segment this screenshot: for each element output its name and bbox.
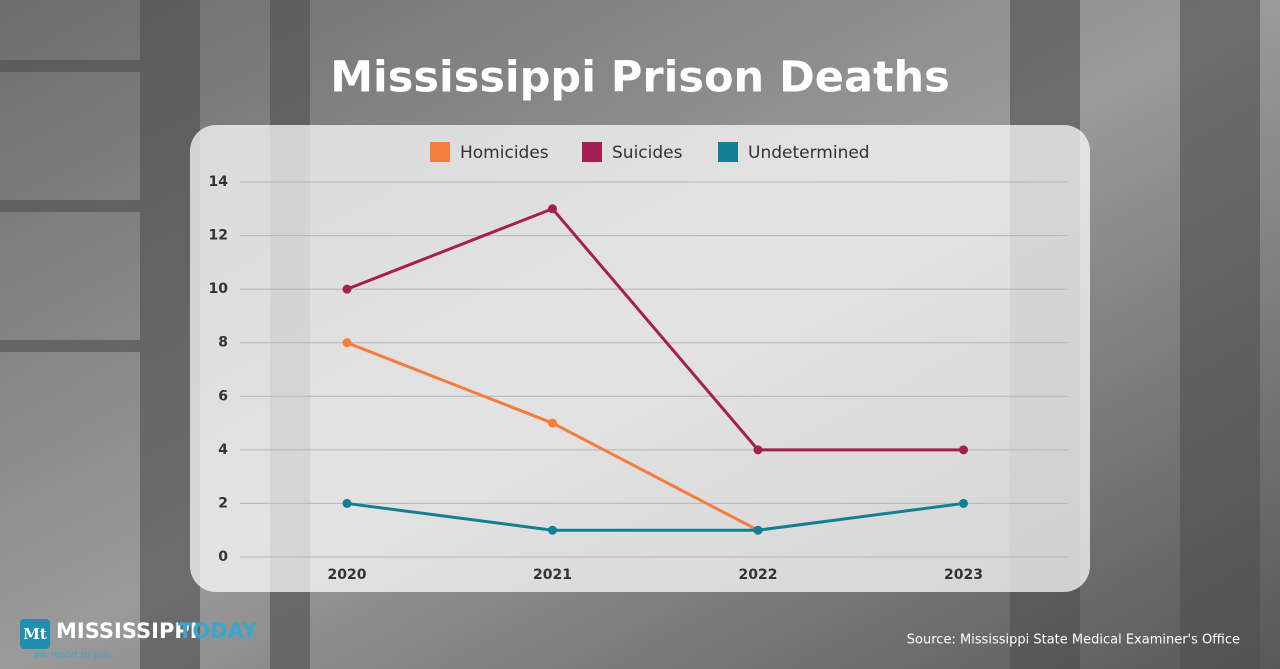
y-tick-label: 4 — [218, 442, 228, 458]
legend-swatch — [718, 142, 738, 162]
logo-name2: TODAY — [178, 619, 258, 643]
x-tick-label: 2022 — [739, 567, 778, 583]
x-tick-label: 2020 — [328, 567, 367, 583]
chart-panel — [190, 125, 1090, 592]
series-line — [346, 207, 964, 452]
data-point — [753, 525, 763, 535]
data-point — [548, 204, 557, 214]
y-tick-label: 8 — [218, 335, 228, 351]
y-tick-label: 10 — [209, 281, 229, 297]
source: Source: Mississippi State Medical Examin… — [907, 633, 1240, 648]
data-point — [753, 445, 763, 455]
data-point — [342, 284, 352, 294]
legend-swatch — [430, 142, 450, 162]
data-point — [548, 525, 557, 535]
legend-label: Suicides — [612, 143, 683, 163]
data-point — [342, 498, 352, 508]
y-tick-label: 14 — [209, 174, 229, 190]
data-point — [959, 498, 968, 508]
logo-icon — [20, 619, 50, 649]
data-point — [959, 445, 968, 455]
y-tick-label: 0 — [218, 549, 228, 565]
legend-label: Homicides — [460, 143, 549, 163]
logo-mark: Mt — [23, 625, 47, 643]
y-tick-label: 6 — [218, 388, 228, 404]
y-tick-label: 12 — [209, 228, 228, 244]
x-tick-label: 2021 — [533, 567, 572, 583]
series-line — [346, 501, 964, 532]
logo-name: MISSISSIPPI — [56, 619, 198, 643]
x-tick-label: 2023 — [944, 567, 983, 583]
data-point — [548, 418, 557, 428]
data-point — [342, 338, 352, 348]
chart-title: Mississippi Prison Deaths — [330, 53, 949, 103]
legend-swatch — [582, 142, 602, 162]
y-tick-label: 2 — [218, 495, 228, 511]
legend-label: Undetermined — [748, 143, 870, 163]
logo-tagline: We report to you. — [34, 651, 112, 661]
